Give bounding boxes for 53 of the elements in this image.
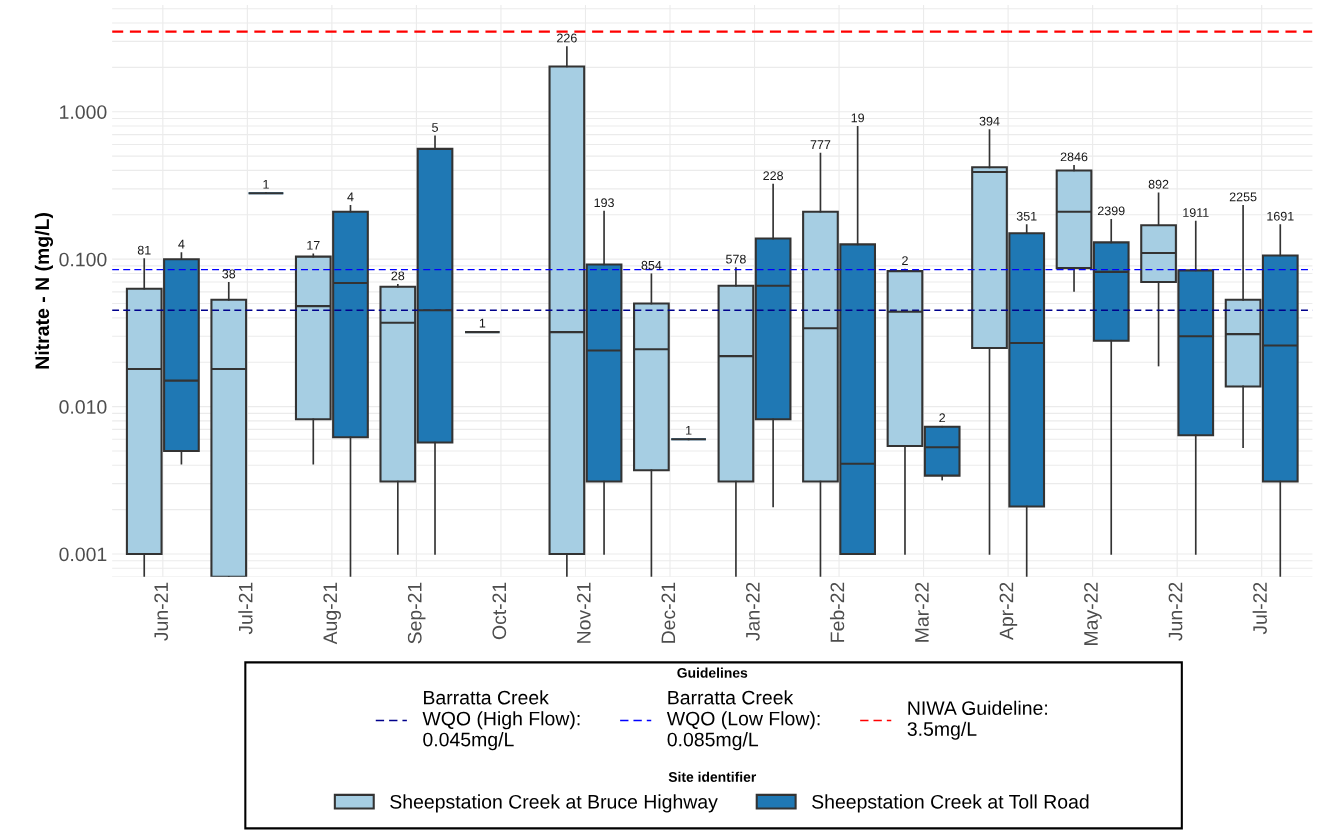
x-tick-label: Oct-21	[492, 582, 507, 640]
x-tick-label: Apr-22	[999, 582, 1018, 641]
x-tick-label: May-22	[1084, 582, 1102, 645]
x-tick-label: Jun-21	[154, 582, 169, 641]
text: 2	[939, 413, 946, 423]
text: 38	[222, 269, 236, 279]
legend-label: Barratta Creek WQO (Low Flow): 0.085mg/L	[666, 690, 820, 751]
text: 854	[641, 260, 662, 270]
text: 1	[479, 318, 486, 328]
x-tick-label: Jul-21	[238, 582, 253, 635]
text: 4	[347, 192, 354, 202]
x-tick-label: Nov-21	[576, 582, 591, 643]
x-tick-label: Sep-21	[407, 582, 426, 644]
text: 2399	[1097, 206, 1125, 216]
text: 2	[902, 256, 908, 265]
text: 81	[137, 245, 151, 255]
text: 17	[307, 240, 320, 250]
text: 892	[1148, 179, 1169, 189]
text: 1	[263, 179, 269, 189]
legend-label: Sheepstation Creek at Bruce Highway	[390, 794, 718, 813]
legend-label: NIWA Guideline: 3.5mg/L	[907, 700, 1047, 740]
legend-label: Barratta Creek WQO (High Flow): 0.045mg/L	[422, 690, 580, 751]
x-tick-label: Feb-22	[829, 582, 845, 642]
x-tick-label: Jun-22	[1168, 582, 1183, 641]
text: 1691	[1267, 211, 1294, 221]
text: Guidelines	[677, 667, 748, 678]
y-tick-label: 0.001	[59, 547, 107, 562]
text: 2255	[1229, 192, 1257, 202]
text: 2846	[1060, 152, 1088, 162]
x-tick-label: Aug-21	[323, 582, 341, 645]
y-axis-title: Nitrate - N (mg/L)	[34, 213, 54, 369]
legend-label: Sheepstation Creek at Toll Road	[812, 794, 1089, 813]
x-tick-label: Mar-22	[915, 582, 929, 642]
text: 226	[557, 33, 577, 43]
text: 1	[686, 426, 692, 435]
x-tick-label: Jul-22	[1252, 582, 1267, 635]
x-tick-label: Dec-21	[661, 582, 676, 643]
text: 4	[178, 239, 185, 249]
text: 193	[594, 198, 614, 208]
x-tick-label: Jan-22	[745, 582, 760, 641]
text: 228	[763, 171, 784, 181]
legend-title: Site identifier	[668, 771, 757, 782]
text: 578	[726, 254, 746, 264]
y-tick-label: 0.100	[59, 252, 107, 267]
text: 5	[432, 123, 438, 132]
y-tick-label: 1.000	[60, 105, 107, 119]
text: 19	[851, 113, 865, 123]
text: 28	[391, 271, 405, 281]
text: 351	[1016, 211, 1037, 221]
text: 1911	[1183, 208, 1209, 217]
text: 777	[810, 140, 831, 149]
text: 394	[979, 116, 1000, 126]
y-tick-label: 0.010	[59, 400, 107, 414]
